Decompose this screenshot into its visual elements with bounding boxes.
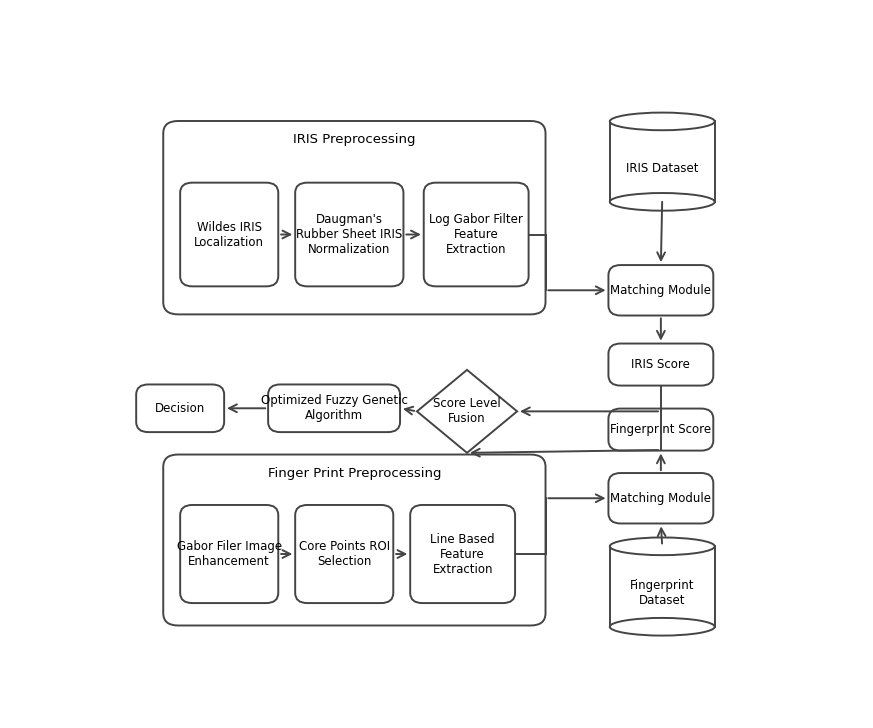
Text: Score Level
Fusion: Score Level Fusion <box>433 397 501 425</box>
FancyBboxPatch shape <box>295 505 394 603</box>
Text: Finger Print Preprocessing: Finger Print Preprocessing <box>268 467 441 480</box>
FancyBboxPatch shape <box>163 454 546 625</box>
FancyBboxPatch shape <box>608 408 713 451</box>
FancyBboxPatch shape <box>180 183 278 286</box>
Ellipse shape <box>610 113 715 130</box>
Text: IRIS Dataset: IRIS Dataset <box>626 162 698 175</box>
FancyBboxPatch shape <box>608 344 713 386</box>
FancyBboxPatch shape <box>608 265 713 315</box>
Text: Line Based
Feature
Extraction: Line Based Feature Extraction <box>430 532 495 576</box>
Text: Core Points ROI
Selection: Core Points ROI Selection <box>299 540 390 568</box>
Text: IRIS Score: IRIS Score <box>631 358 691 371</box>
Text: Daugman's
Rubber Sheet IRIS
Normalization: Daugman's Rubber Sheet IRIS Normalizatio… <box>296 213 402 256</box>
Text: Matching Module: Matching Module <box>610 284 711 297</box>
Ellipse shape <box>610 193 715 210</box>
Bar <box>610 122 715 202</box>
FancyBboxPatch shape <box>608 473 713 523</box>
Text: Wildes IRIS
Localization: Wildes IRIS Localization <box>194 221 265 248</box>
FancyBboxPatch shape <box>180 505 278 603</box>
Bar <box>610 546 715 627</box>
FancyBboxPatch shape <box>423 183 529 286</box>
FancyBboxPatch shape <box>136 384 224 432</box>
Text: Fingerprint Score: Fingerprint Score <box>610 423 711 436</box>
Polygon shape <box>417 370 517 453</box>
FancyBboxPatch shape <box>268 384 400 432</box>
Text: Decision: Decision <box>155 402 205 415</box>
Text: Optimized Fuzzy Genetic
Algorithm: Optimized Fuzzy Genetic Algorithm <box>261 395 408 422</box>
FancyBboxPatch shape <box>295 183 403 286</box>
Text: Fingerprint
Dataset: Fingerprint Dataset <box>630 579 695 607</box>
Text: Gabor Filer Image
Enhancement: Gabor Filer Image Enhancement <box>176 540 282 568</box>
Text: Matching Module: Matching Module <box>610 491 711 505</box>
FancyBboxPatch shape <box>163 121 546 314</box>
Ellipse shape <box>610 537 715 555</box>
Text: IRIS Preprocessing: IRIS Preprocessing <box>293 133 416 146</box>
Ellipse shape <box>610 618 715 636</box>
FancyBboxPatch shape <box>410 505 515 603</box>
Text: Log Gabor Filter
Feature
Extraction: Log Gabor Filter Feature Extraction <box>430 213 523 256</box>
